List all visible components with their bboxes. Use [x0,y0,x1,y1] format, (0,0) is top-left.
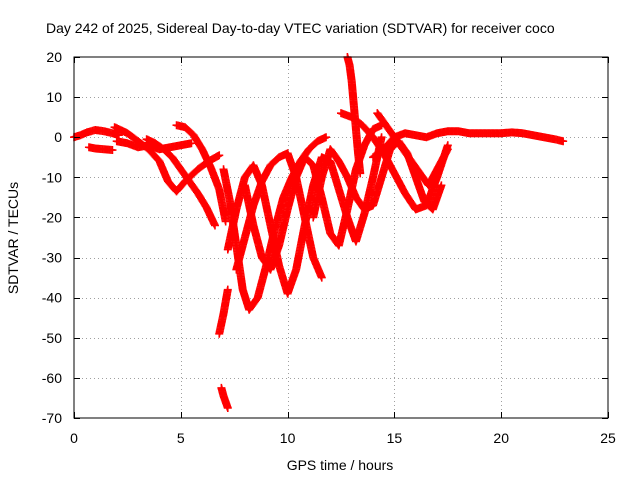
x-tick-label: 5 [177,430,185,446]
x-tick-label: 10 [280,430,296,446]
y-tick-label: -60 [42,370,62,386]
series-arc-2 [84,143,117,155]
y-tick-label: 10 [46,89,62,105]
series-arc-8 [217,383,232,412]
x-tick-label: 15 [387,430,403,446]
y-tick-labels: 20 10 0 -10 -20 -30 -40 -50 -60 -70 [42,49,62,426]
series-arc-14 [343,53,365,178]
y-tick-label: -50 [42,330,62,346]
y-tick-label: -70 [42,410,62,426]
x-tick-labels: 0 5 10 15 20 25 [70,430,616,446]
y-tick-label: -20 [42,209,62,225]
series-arc-13 [309,137,446,222]
data-point [210,221,219,230]
data-point [317,273,326,282]
y-tick-label: -30 [42,250,62,266]
series-arc-17 [369,127,568,162]
data-point [322,133,331,142]
data-point [559,137,568,146]
chart-title: Day 242 of 2025, Sidereal Day-to-day VTE… [46,20,555,36]
series-arc-7 [215,285,232,338]
data-point [215,151,224,160]
data-point [437,181,446,190]
data-point [108,146,117,155]
x-tick-label: 20 [493,430,509,446]
y-tick-label: 0 [54,129,62,145]
axis-ticks [74,57,609,419]
data-point [223,285,232,294]
series-arc-5 [142,135,219,230]
data-point [187,139,196,148]
x-tick-label: 25 [600,430,616,446]
series-arc-12 [232,149,326,282]
data-point [223,403,232,412]
data-point [443,145,452,154]
y-tick-label: -10 [42,169,62,185]
series-arc-16 [373,109,452,190]
plot-frame [73,56,609,419]
series-arc-3 [110,123,224,196]
series-arc-6 [172,121,230,226]
y-tick-label: 20 [46,49,62,65]
x-tick-label: 0 [70,430,78,446]
data-point [377,133,386,142]
data-point [221,217,230,226]
x-axis-title: GPS time / hours [287,457,394,473]
y-axis-title: SDTVAR / TECUs [5,182,21,294]
y-tick-label: -40 [42,290,62,306]
data-series [70,53,568,412]
data-point [356,169,365,178]
